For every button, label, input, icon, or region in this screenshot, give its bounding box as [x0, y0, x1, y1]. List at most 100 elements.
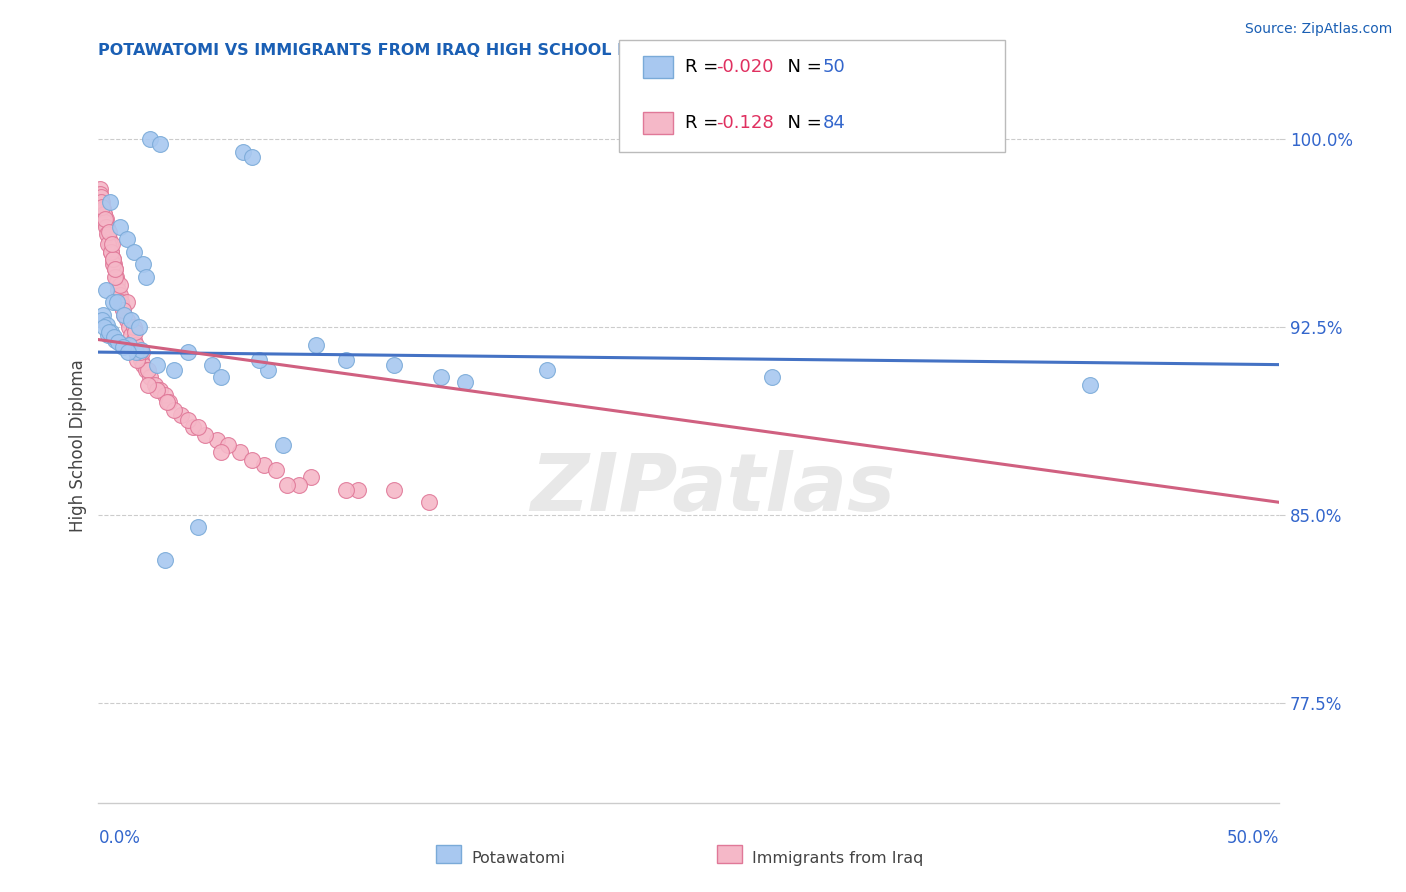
Point [112, 340, 135, 354]
Point [125, 352, 148, 367]
Text: N =: N = [776, 113, 828, 132]
Point [105, 295, 128, 310]
Point [94, 212, 117, 227]
Point [129, 343, 152, 357]
Point [347, 483, 370, 497]
Point [125, 337, 148, 351]
Point [382, 483, 405, 497]
Point [187, 520, 209, 534]
Point [139, 370, 162, 384]
Point [101, 257, 124, 271]
Point [90, 194, 112, 209]
Point [146, 358, 169, 372]
Point [247, 352, 270, 367]
Point [96, 227, 118, 242]
Point [97, 327, 120, 342]
Point [90, 190, 112, 204]
Point [253, 458, 276, 472]
Point [112, 308, 135, 322]
Point [91, 312, 114, 326]
Point [93, 212, 115, 227]
Point [131, 345, 153, 359]
Point [1080, 377, 1102, 392]
Text: -0.128: -0.128 [716, 113, 773, 132]
Point [132, 358, 155, 372]
Point [299, 470, 322, 484]
Point [105, 270, 128, 285]
Point [430, 370, 453, 384]
Point [115, 295, 138, 310]
Text: Potawatomi: Potawatomi [471, 851, 565, 865]
Text: 84: 84 [823, 113, 845, 132]
Point [187, 420, 209, 434]
Point [143, 377, 166, 392]
Text: N =: N = [776, 58, 828, 77]
Text: 50.0%: 50.0% [1227, 829, 1279, 847]
Point [104, 333, 127, 347]
Text: R =: R = [685, 113, 724, 132]
Point [98, 232, 121, 246]
Point [135, 362, 157, 376]
Point [240, 452, 263, 467]
Point [157, 395, 180, 409]
Point [108, 277, 131, 292]
Point [181, 420, 204, 434]
Point [111, 337, 134, 351]
Text: -0.020: -0.020 [716, 58, 773, 77]
Point [121, 327, 143, 342]
Point [536, 362, 558, 376]
Point [117, 345, 139, 359]
Point [104, 270, 127, 285]
Point [94, 283, 117, 297]
Point [112, 308, 135, 322]
Point [163, 362, 186, 376]
Point [149, 137, 172, 152]
Point [89, 182, 111, 196]
Point [122, 333, 145, 347]
Point [305, 337, 328, 351]
Point [146, 383, 169, 397]
Point [101, 295, 124, 310]
Point [100, 244, 122, 259]
Point [153, 387, 176, 401]
Point [229, 445, 252, 459]
Point [101, 252, 124, 267]
Point [194, 427, 217, 442]
Point [170, 408, 193, 422]
Point [115, 232, 138, 246]
Point [91, 308, 114, 322]
Point [418, 495, 440, 509]
Point [139, 132, 162, 146]
Point [107, 283, 129, 297]
Text: 50: 50 [823, 58, 845, 77]
Point [93, 320, 115, 334]
Point [115, 312, 138, 326]
Point [177, 413, 200, 427]
Point [108, 287, 131, 301]
Point [98, 325, 121, 339]
Point [276, 478, 298, 492]
Point [453, 375, 475, 389]
Point [93, 207, 115, 221]
Point [177, 345, 200, 359]
Point [231, 145, 253, 159]
Point [100, 244, 122, 259]
Point [98, 237, 121, 252]
Point [96, 318, 118, 332]
Point [91, 202, 114, 217]
Point [138, 377, 160, 392]
Point [89, 187, 111, 202]
Point [107, 335, 129, 350]
Point [163, 402, 186, 417]
Point [118, 320, 141, 334]
Point [97, 237, 120, 252]
Text: 0.0%: 0.0% [98, 829, 141, 847]
Point [209, 370, 232, 384]
Text: Source: ZipAtlas.com: Source: ZipAtlas.com [1244, 22, 1392, 37]
Point [118, 337, 141, 351]
Point [122, 244, 145, 259]
Point [110, 295, 132, 310]
Point [209, 445, 232, 459]
Point [205, 433, 228, 447]
Point [91, 202, 114, 217]
